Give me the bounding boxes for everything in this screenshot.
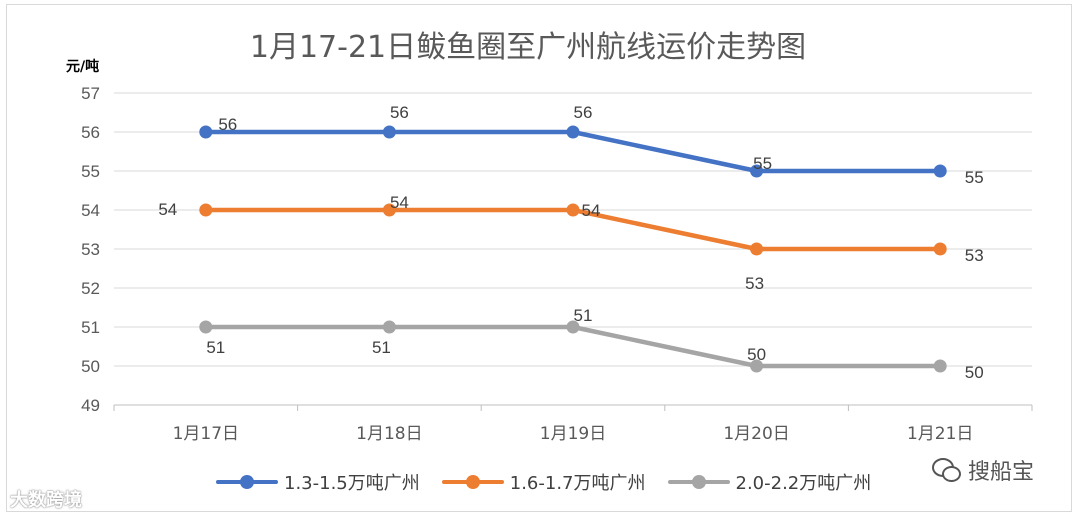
data-point-series-2 — [382, 203, 396, 217]
x-tick-label: 1月21日 — [907, 424, 973, 444]
chart-title: 1月17-21日鲅鱼圈至广州航线运价走势图 — [249, 30, 807, 65]
data-point-series-1 — [566, 125, 580, 139]
data-point-series-1 — [933, 164, 947, 178]
legend-label-series-3: 2.0-2.2万吨广州 — [735, 473, 872, 494]
legend-item-series-1: 1.3-1.5万吨广州 — [216, 469, 420, 495]
watermark-left: 大数跨境 — [10, 490, 82, 511]
chart-legend: 1.3-1.5万吨广州 1.6-1.7万吨广州 2.0-2.2万吨广州 — [216, 470, 871, 494]
watermark-right-text: 搜船宝 — [968, 460, 1035, 485]
y-tick-label: 54 — [81, 201, 100, 220]
data-label-series-3: 51 — [574, 306, 593, 325]
data-point-series-1 — [199, 125, 213, 139]
data-label-series-3: 51 — [372, 338, 391, 357]
data-point-series-2 — [933, 242, 947, 256]
x-tick-label: 1月19日 — [540, 424, 606, 444]
x-tick-label: 1月18日 — [356, 424, 422, 444]
legend-item-series-2: 1.6-1.7万吨广州 — [441, 469, 646, 495]
y-tick-label: 57 — [81, 84, 100, 103]
legend-label-series-2: 1.6-1.7万吨广州 — [509, 473, 646, 494]
wechat-icon — [932, 458, 962, 482]
data-label-series-1: 56 — [390, 103, 409, 122]
data-label-series-2: 53 — [745, 274, 764, 293]
data-point-series-2 — [566, 203, 580, 217]
y-tick-label: 51 — [81, 318, 100, 337]
data-point-series-1 — [382, 125, 396, 139]
data-point-series-3 — [199, 320, 213, 334]
legend-swatch-series-2 — [441, 472, 504, 492]
legend-label-series-1: 1.3-1.5万吨广州 — [284, 473, 420, 494]
data-label-series-1: 55 — [965, 168, 984, 187]
data-point-series-3 — [382, 320, 396, 334]
data-point-series-1 — [750, 164, 764, 178]
y-axis-unit-label: 元/吨 — [66, 59, 100, 75]
y-tick-label: 53 — [81, 240, 100, 259]
legend-item-series-3: 2.0-2.2万吨广州 — [667, 469, 872, 495]
data-point-series-2 — [199, 203, 213, 217]
data-label-series-2: 54 — [390, 193, 409, 212]
y-tick-label: 52 — [81, 279, 100, 298]
data-point-series-3 — [933, 359, 947, 373]
data-label-series-2: 54 — [582, 201, 601, 220]
legend-swatch-series-1 — [216, 472, 278, 492]
y-tick-label: 56 — [81, 123, 100, 142]
legend-swatch-series-3 — [667, 472, 730, 492]
y-tick-label: 50 — [81, 357, 100, 376]
data-point-series-3 — [750, 359, 764, 373]
y-tick-label: 55 — [81, 162, 100, 181]
data-label-series-1: 56 — [218, 115, 237, 134]
data-label-series-1: 55 — [753, 154, 772, 173]
y-tick-label: 49 — [81, 396, 100, 415]
chart-frame — [6, 4, 1072, 512]
data-label-series-2: 53 — [965, 246, 984, 265]
data-point-series-3 — [566, 320, 580, 334]
data-label-series-3: 50 — [965, 363, 984, 382]
data-label-series-3: 50 — [747, 345, 766, 364]
data-label-series-3: 51 — [206, 338, 225, 357]
x-tick-label: 1月17日 — [173, 424, 239, 444]
x-tick-label: 1月20日 — [723, 424, 789, 444]
data-point-series-2 — [750, 242, 764, 256]
data-label-series-2: 54 — [158, 200, 177, 219]
watermark-right: 搜船宝 — [932, 454, 1034, 486]
data-label-series-1: 56 — [574, 103, 593, 122]
